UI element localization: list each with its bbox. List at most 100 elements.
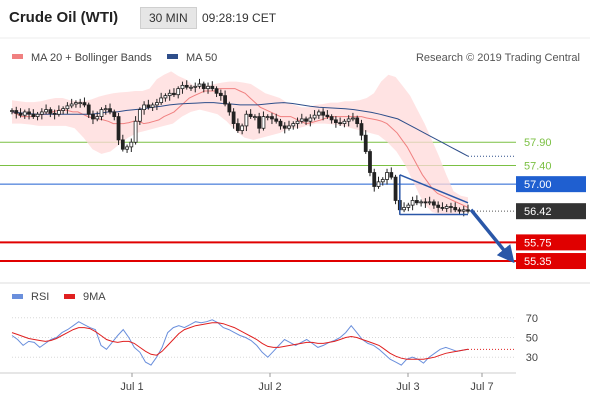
candle-body-76 [333, 119, 338, 124]
rsi-line [11, 319, 469, 366]
level-tag-55.75 [516, 234, 586, 251]
candle-body-101 [440, 207, 445, 209]
candle-body-12 [61, 108, 66, 111]
candle-body-65 [287, 125, 291, 129]
candle-body-40 [180, 84, 185, 90]
candle-body-89 [389, 172, 394, 178]
candle-body-28 [129, 141, 134, 148]
candle-body-38 [172, 92, 176, 96]
rsi-tick-70: 70 [526, 313, 538, 325]
x-label-0: Jul 1 [120, 381, 143, 393]
legend-label-0: MA 20 + Bollinger Bands [31, 52, 152, 64]
chart-header: Crude Oil (WTI) 30 MIN 09:28:19 CET [0, 0, 590, 36]
candle-body-47 [210, 85, 215, 90]
candle-body-4 [27, 111, 31, 115]
rsi-tick-50: 50 [526, 333, 538, 345]
candle-body-80 [351, 117, 355, 120]
timeframe-button[interactable]: 30 MIN [140, 7, 197, 29]
candle-body-97 [423, 201, 428, 204]
candle-body-98 [427, 201, 432, 204]
candle-body-29 [133, 120, 138, 143]
rsi-legend-label-0: RSI [31, 291, 49, 303]
candle-body-24 [112, 111, 117, 117]
clock: 09:28:19 CET [202, 11, 277, 25]
level-label-57.90: 57.90 [524, 137, 552, 149]
candle-body-48 [214, 88, 219, 94]
level-tag-56.42 [516, 203, 586, 220]
candle-body-33 [150, 104, 155, 108]
candle-body-93 [406, 204, 411, 208]
candle-body-0 [10, 110, 14, 112]
candle-body-71 [312, 114, 317, 119]
candle-body-74 [325, 114, 330, 117]
candle-body-17 [82, 102, 87, 106]
candle-body-85 [372, 172, 377, 187]
candle-body-66 [291, 123, 296, 127]
candle-body-1 [14, 110, 19, 114]
candle-body-58 [257, 116, 262, 129]
triangle-upper-line [399, 174, 469, 204]
candle-body-70 [308, 117, 313, 122]
candle-body-6 [35, 113, 40, 117]
candle-body-56 [248, 113, 253, 117]
candle-body-62 [274, 118, 279, 122]
rsi-legend-swatch-1 [64, 294, 75, 299]
candle-body-51 [227, 103, 232, 113]
candle-body-27 [125, 146, 129, 150]
level-label-57.40: 57.40 [524, 161, 552, 173]
candle-body-26 [120, 139, 125, 150]
candle-body-37 [167, 92, 172, 97]
candle-body-82 [359, 123, 364, 136]
level-tag-55.35 [516, 253, 586, 270]
level-tag-57.00 [516, 176, 586, 193]
candle-body-94 [410, 200, 415, 206]
candle-body-69 [304, 118, 308, 122]
candle-body-81 [355, 117, 360, 124]
candle-body-41 [184, 84, 189, 88]
candle-body-99 [432, 201, 436, 206]
candle-body-25 [116, 116, 121, 141]
legend-label-1: MA 50 [186, 52, 217, 64]
candle-body-107 [466, 209, 470, 212]
candle-body-54 [240, 125, 245, 131]
candle-body-61 [270, 116, 274, 120]
candle-body-102 [444, 206, 449, 209]
ma20-line [11, 88, 469, 208]
candle-body-20 [95, 116, 100, 120]
level-label-57.00: 57.00 [524, 179, 552, 191]
x-label-2: Jul 3 [396, 381, 419, 393]
candle-body-21 [99, 109, 104, 117]
candle-body-72 [316, 111, 321, 116]
candle-body-9 [48, 109, 53, 114]
candle-body-75 [329, 116, 334, 121]
candle-body-104 [453, 207, 458, 211]
candle-body-103 [449, 206, 453, 208]
candle-body-90 [393, 176, 398, 201]
rsi-tick-30: 30 [526, 352, 538, 364]
candle-body-13 [65, 105, 70, 110]
candle-body-83 [363, 134, 368, 152]
candle-body-34 [155, 102, 159, 106]
candle-body-3 [22, 111, 27, 116]
x-label-1: Jul 2 [258, 381, 281, 393]
candle-body-14 [69, 103, 74, 107]
legend-swatch-1 [167, 54, 178, 59]
instrument-name: Crude Oil (WTI) [9, 9, 119, 26]
candle-body-86 [376, 181, 381, 187]
candle-body-32 [146, 104, 151, 108]
x-label-3: Jul 7 [470, 381, 493, 393]
candle-body-53 [235, 123, 240, 131]
candle-body-7 [39, 111, 44, 115]
candle-body-79 [346, 118, 351, 122]
candle-body-106 [461, 209, 466, 212]
candle-body-15 [74, 102, 78, 105]
candle-body-5 [31, 113, 36, 117]
candle-body-31 [142, 104, 147, 111]
rsi-legend-swatch-0 [12, 294, 23, 299]
candle-body-39 [176, 88, 181, 96]
candle-body-63 [278, 120, 283, 127]
candle-body-100 [436, 204, 441, 208]
candle-body-67 [295, 120, 300, 124]
candle-body-78 [342, 120, 347, 124]
